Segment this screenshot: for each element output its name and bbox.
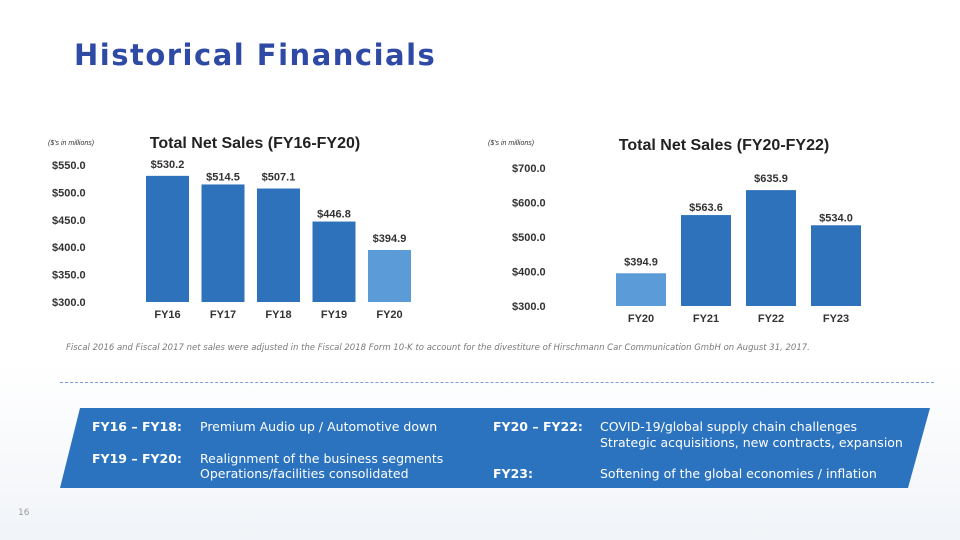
chart-fy20-fy23: ($'s in millions) Total Net Sales (FY20-F… xyxy=(488,137,861,325)
bar-fy16 xyxy=(146,175,189,302)
bar-fy20 xyxy=(368,249,411,302)
y-tick-label: $550.0 xyxy=(52,160,86,172)
bar-fy22 xyxy=(746,190,796,306)
data-label: $530.2 xyxy=(151,159,185,171)
banner-text-fy23: Softening of the global economies / infl… xyxy=(600,466,877,481)
bar-fy23 xyxy=(811,225,861,306)
banner-key-fy23: FY23: xyxy=(493,466,533,481)
x-tick-label: FY18 xyxy=(265,309,291,321)
chart-title: Total Net Sales (FY20-FY22) xyxy=(619,137,829,154)
x-tick-label: FY23 xyxy=(823,313,849,325)
data-label: $394.9 xyxy=(624,256,658,268)
banner-key-fy20-fy22: FY20 – FY22: xyxy=(493,419,583,434)
data-label: $534.0 xyxy=(819,212,853,224)
data-label: $635.9 xyxy=(754,173,788,185)
banner-key-fy16-fy18: FY16 – FY18: xyxy=(92,419,182,434)
x-tick-label: FY16 xyxy=(154,309,180,321)
dashed-divider xyxy=(60,382,934,383)
y-tick-label: $350.0 xyxy=(52,270,86,282)
chart-unit-note: ($'s in millions) xyxy=(488,140,534,147)
bar-fy17 xyxy=(201,184,245,302)
bar-fy19 xyxy=(312,221,356,302)
banner-text-fy19-fy20-line2: Operations/facilities consolidated xyxy=(200,466,409,481)
banner-text-fy20-fy22-line2: Strategic acquisitions, new contracts, e… xyxy=(600,435,903,450)
bar-fy18 xyxy=(257,188,300,302)
data-label: $394.9 xyxy=(373,233,407,245)
chart-title: Total Net Sales (FY16-FY20) xyxy=(150,135,360,152)
data-label: $507.1 xyxy=(262,172,296,184)
y-tick-label: $300.0 xyxy=(512,301,546,313)
summary-banner: FY16 – FY18: Premium Audio up / Automoti… xyxy=(60,408,930,488)
x-tick-label: FY22 xyxy=(758,313,784,325)
x-tick-label: FY20 xyxy=(376,309,402,321)
banner-key-fy19-fy20: FY19 – FY20: xyxy=(92,451,182,466)
y-tick-label: $700.0 xyxy=(512,163,546,175)
y-tick-label: $400.0 xyxy=(512,267,546,279)
x-tick-label: FY21 xyxy=(693,313,719,325)
x-tick-label: FY20 xyxy=(628,313,654,325)
y-tick-label: $450.0 xyxy=(52,215,86,227)
banner-text-fy16-fy18: Premium Audio up / Automotive down xyxy=(200,419,438,434)
y-tick-label: $500.0 xyxy=(512,232,546,244)
x-tick-label: FY17 xyxy=(210,309,236,321)
banner-band xyxy=(60,408,930,488)
x-tick-label: FY19 xyxy=(321,309,347,321)
y-tick-label: $400.0 xyxy=(52,242,86,254)
chart-unit-note: ($'s in millions) xyxy=(48,140,94,147)
chart-fy16-fy20: ($'s in millions) Total Net Sales (FY16-F… xyxy=(48,135,411,321)
footnote: Fiscal 2016 and Fiscal 2017 net sales we… xyxy=(66,343,810,353)
y-tick-label: $600.0 xyxy=(512,198,546,210)
data-label: $446.8 xyxy=(317,209,351,221)
y-tick-label: $500.0 xyxy=(52,187,86,199)
page-title: Historical Financials xyxy=(74,38,437,72)
y-tick-label: $300.0 xyxy=(52,297,86,309)
bar-fy21 xyxy=(681,215,731,306)
page-number: 16 xyxy=(18,508,30,518)
banner-text-fy20-fy22-line1: COVID-19/global supply chain challenges xyxy=(600,419,858,434)
bar-fy20 xyxy=(616,273,666,306)
banner-text-fy19-fy20-line1: Realignment of the business segments xyxy=(200,451,444,466)
data-label: $563.6 xyxy=(689,202,723,214)
data-label: $514.5 xyxy=(206,171,240,183)
